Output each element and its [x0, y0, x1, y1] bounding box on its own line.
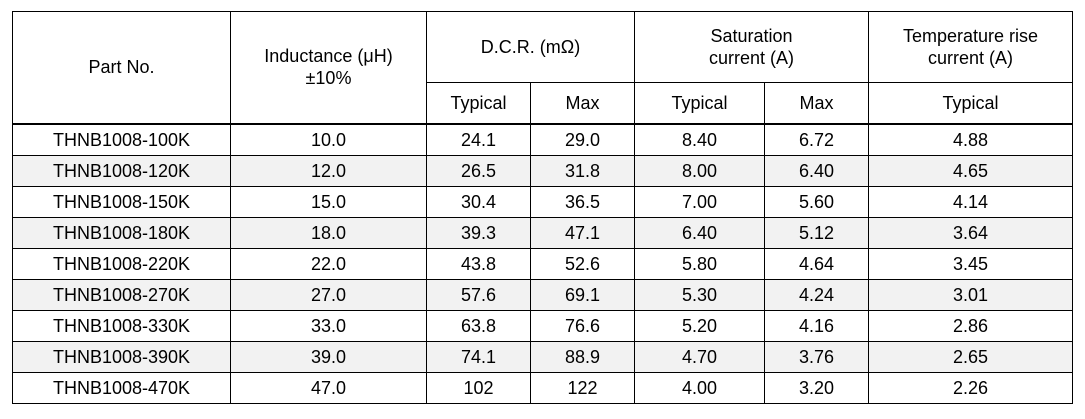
cell-sat-typ: 5.20: [634, 309, 766, 342]
header-dcr-max: Max: [529, 82, 636, 125]
cell-dcr-max: 88.9: [529, 340, 636, 373]
cell-part: THNB1008-120K: [12, 154, 231, 187]
header-dcr-typical: Typical: [426, 82, 531, 125]
header-saturation-line2: current (A): [709, 48, 795, 68]
table-row: THNB1008-120K 12.0 26.5 31.8 8.00 6.40 4…: [12, 154, 1074, 187]
cell-dcr-typ: 39.3: [426, 216, 531, 249]
table-row: THNB1008-470K 47.0 102 122 4.00 3.20 2.2…: [12, 371, 1074, 404]
cell-inductance: 39.0: [230, 340, 427, 373]
cell-dcr-typ: 74.1: [426, 340, 531, 373]
cell-inductance: 15.0: [230, 185, 427, 218]
cell-part: THNB1008-220K: [12, 247, 231, 280]
cell-temp-typ: 4.65: [868, 154, 1074, 187]
table-row: THNB1008-330K 33.0 63.8 76.6 5.20 4.16 2…: [12, 309, 1074, 342]
cell-sat-typ: 6.40: [634, 216, 766, 249]
cell-dcr-typ: 57.6: [426, 278, 531, 311]
cell-part: THNB1008-180K: [12, 216, 231, 249]
cell-sat-max: 3.76: [764, 340, 870, 373]
header-inductance-line1: Inductance (μH): [264, 46, 393, 67]
cell-dcr-max: 47.1: [529, 216, 636, 249]
table-row: THNB1008-180K 18.0 39.3 47.1 6.40 5.12 3…: [12, 216, 1074, 249]
cell-sat-max: 3.20: [764, 371, 870, 404]
table-row: THNB1008-270K 27.0 57.6 69.1 5.30 4.24 3…: [12, 278, 1074, 311]
header-part-no: Part No.: [12, 11, 231, 124]
cell-dcr-typ: 24.1: [426, 122, 531, 156]
table-row: THNB1008-100K 10.0 24.1 29.0 8.40 6.72 4…: [12, 122, 1074, 156]
header-dcr: D.C.R. (mΩ): [425, 11, 636, 83]
cell-sat-max: 6.72: [764, 122, 870, 156]
cell-temp-typ: 2.65: [868, 340, 1074, 373]
cell-part: THNB1008-150K: [12, 185, 231, 218]
cell-temp-typ: 3.45: [868, 247, 1074, 280]
cell-inductance: 12.0: [230, 154, 427, 187]
cell-dcr-typ: 43.8: [426, 247, 531, 280]
cell-temp-typ: 4.88: [868, 122, 1074, 156]
cell-dcr-max: 122: [529, 371, 636, 404]
header-saturation: Saturation current (A): [634, 11, 870, 83]
cell-sat-max: 5.60: [764, 185, 870, 218]
cell-part: THNB1008-390K: [12, 340, 231, 373]
cell-sat-max: 4.64: [764, 247, 870, 280]
header-temp-rise-line1: Temperature rise: [902, 26, 1039, 46]
table-body: THNB1008-100K 10.0 24.1 29.0 8.40 6.72 4…: [12, 122, 1074, 404]
cell-part: THNB1008-100K: [12, 122, 231, 156]
cell-part: THNB1008-330K: [12, 309, 231, 342]
table-row: THNB1008-150K 15.0 30.4 36.5 7.00 5.60 4…: [12, 185, 1074, 218]
cell-temp-typ: 2.26: [868, 371, 1074, 404]
cell-temp-typ: 3.01: [868, 278, 1074, 311]
cell-part: THNB1008-270K: [12, 278, 231, 311]
cell-sat-max: 4.16: [764, 309, 870, 342]
cell-sat-typ: 4.00: [634, 371, 766, 404]
cell-sat-typ: 4.70: [634, 340, 766, 373]
cell-inductance: 47.0: [230, 371, 427, 404]
cell-temp-typ: 2.86: [868, 309, 1074, 342]
cell-dcr-max: 36.5: [529, 185, 636, 218]
cell-inductance: 27.0: [230, 278, 427, 311]
table-header: Part No. Inductance (μH) ±10% D.C.R. (mΩ…: [12, 11, 1074, 125]
cell-sat-max: 5.12: [764, 216, 870, 249]
cell-inductance: 33.0: [230, 309, 427, 342]
cell-dcr-max: 69.1: [529, 278, 636, 311]
cell-dcr-typ: 30.4: [426, 185, 531, 218]
cell-sat-max: 4.24: [764, 278, 870, 311]
header-temp-rise: Temperature rise current (A): [868, 11, 1074, 83]
cell-inductance: 22.0: [230, 247, 427, 280]
cell-temp-typ: 3.64: [868, 216, 1074, 249]
header-row-sub: Typical Max Typical Max Typical: [13, 82, 1074, 125]
cell-dcr-typ: 63.8: [426, 309, 531, 342]
header-inductance: Inductance (μH) ±10%: [230, 11, 427, 124]
cell-sat-typ: 7.00: [634, 185, 766, 218]
header-sat-typical: Typical: [634, 82, 766, 125]
cell-dcr-typ: 26.5: [426, 154, 531, 187]
cell-inductance: 10.0: [230, 122, 427, 156]
cell-dcr-max: 31.8: [529, 154, 636, 187]
cell-dcr-max: 29.0: [529, 122, 636, 156]
header-temp-typical: Typical: [868, 82, 1074, 125]
header-saturation-line1: Saturation: [710, 26, 793, 46]
cell-dcr-max: 52.6: [529, 247, 636, 280]
table-row: THNB1008-220K 22.0 43.8 52.6 5.80 4.64 3…: [12, 247, 1074, 280]
cell-sat-typ: 8.40: [634, 122, 766, 156]
cell-inductance: 18.0: [230, 216, 427, 249]
cell-dcr-typ: 102: [426, 371, 531, 404]
table-row: THNB1008-390K 39.0 74.1 88.9 4.70 3.76 2…: [12, 340, 1074, 373]
header-inductance-line2: ±10%: [305, 68, 352, 89]
cell-sat-max: 6.40: [764, 154, 870, 187]
header-temp-rise-line2: current (A): [928, 48, 1014, 68]
cell-temp-typ: 4.14: [868, 185, 1074, 218]
cell-part: THNB1008-470K: [12, 371, 231, 404]
cell-sat-typ: 5.80: [634, 247, 766, 280]
cell-sat-typ: 8.00: [634, 154, 766, 187]
cell-dcr-max: 76.6: [529, 309, 636, 342]
header-sat-max: Max: [764, 82, 870, 125]
inductor-spec-table: Part No. Inductance (μH) ±10% D.C.R. (mΩ…: [12, 11, 1074, 404]
header-row-top: Part No. Inductance (μH) ±10% D.C.R. (mΩ…: [12, 11, 1074, 124]
cell-sat-typ: 5.30: [634, 278, 766, 311]
